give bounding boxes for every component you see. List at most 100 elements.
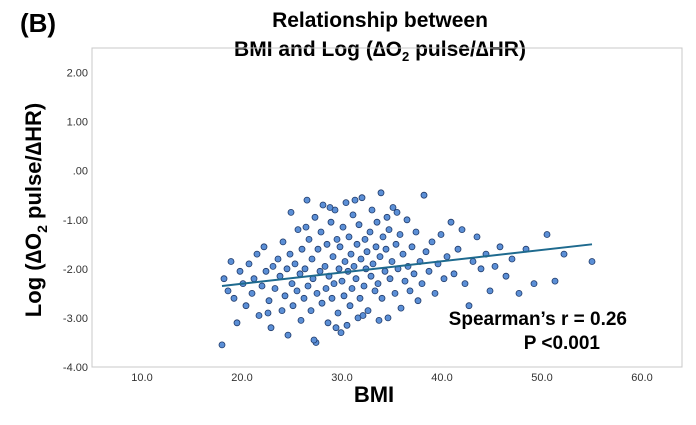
data-point <box>340 292 348 300</box>
chart-title-line2-subscript: 2 <box>402 49 410 64</box>
data-point <box>382 245 390 253</box>
data-point <box>515 289 523 297</box>
data-point <box>469 258 477 265</box>
data-point <box>311 213 319 221</box>
data-point <box>496 243 504 251</box>
data-point <box>300 294 308 302</box>
data-point <box>291 260 299 268</box>
data-point <box>353 240 361 248</box>
data-point <box>297 316 305 324</box>
data-point <box>396 231 404 238</box>
data-point <box>321 262 329 270</box>
data-point <box>399 250 407 258</box>
data-point <box>245 260 253 268</box>
x-tick-label: 20.0 <box>231 372 252 384</box>
data-point <box>330 280 338 288</box>
data-point <box>406 287 414 295</box>
chart-title-line2-suffix: pulse/∆HR) <box>409 38 526 61</box>
data-point <box>543 231 551 238</box>
data-point <box>366 228 374 236</box>
data-point <box>288 280 296 288</box>
data-point <box>352 275 360 283</box>
x-tick-label: 10.0 <box>131 372 152 384</box>
data-point <box>447 218 455 226</box>
data-point <box>377 189 385 197</box>
data-point <box>477 265 485 273</box>
data-point <box>305 235 313 243</box>
data-point <box>230 294 238 302</box>
data-point <box>363 248 371 256</box>
y-tick-label: -3.00 <box>63 313 88 325</box>
data-point <box>271 285 279 292</box>
x-tick-label: 40.0 <box>431 372 452 384</box>
data-point <box>328 294 336 302</box>
data-point <box>255 312 263 319</box>
data-point <box>393 208 401 216</box>
data-point <box>264 309 272 317</box>
data-point <box>383 213 391 221</box>
data-point <box>260 243 268 251</box>
data-point <box>355 221 363 229</box>
data-point <box>350 262 358 270</box>
data-point <box>378 294 386 302</box>
data-point <box>371 287 379 295</box>
data-point <box>376 253 384 261</box>
data-point <box>319 201 327 209</box>
data-point <box>224 287 232 295</box>
y-axis-title-subscript: 2 <box>34 225 50 233</box>
data-point <box>420 191 428 199</box>
data-point <box>334 309 342 317</box>
y-axis-ticks: 2.00 1.00 .00 -1.00 -2.00 -3.00 -4.00 <box>63 68 88 374</box>
x-axis-title: BMI <box>354 382 394 407</box>
data-point <box>361 235 369 243</box>
data-point <box>360 282 368 290</box>
data-point <box>281 292 289 300</box>
y-tick-label: -1.00 <box>63 215 88 227</box>
chart-title-line2-prefix: BMI and Log (∆O <box>234 38 403 61</box>
chart-title: Relationship between BMI and Log (∆O2 pu… <box>90 6 670 66</box>
data-point <box>347 250 355 258</box>
data-point <box>293 287 301 295</box>
data-point <box>440 275 448 283</box>
y-axis-title: Log (∆O2 pulse/∆HR) <box>21 103 50 317</box>
data-point <box>508 255 516 263</box>
data-point <box>303 196 311 204</box>
data-point <box>318 299 326 307</box>
data-point <box>450 270 458 278</box>
data-point <box>233 319 241 327</box>
data-point <box>308 255 316 263</box>
data-point <box>560 250 568 258</box>
data-point <box>369 260 377 268</box>
data-point <box>443 253 451 261</box>
data-point <box>286 250 294 258</box>
data-point <box>502 272 510 280</box>
annotation-spearman: Spearman’s r = 0.26 <box>449 309 627 330</box>
y-tick-label: 1.00 <box>67 117 88 129</box>
data-point <box>372 243 380 251</box>
data-point <box>284 331 292 339</box>
data-point <box>323 240 331 248</box>
data-point <box>316 267 324 275</box>
data-point <box>431 289 439 297</box>
data-point <box>381 267 389 275</box>
annotation-pvalue: P <0.001 <box>524 333 601 354</box>
y-axis-title-suffix: pulse/∆HR) <box>21 103 46 225</box>
data-point <box>227 258 235 265</box>
data-point <box>253 250 261 258</box>
data-point <box>373 218 381 226</box>
data-point <box>348 285 356 292</box>
data-point <box>342 199 350 207</box>
data-point <box>304 282 312 290</box>
data-point <box>262 267 270 275</box>
data-point <box>289 302 297 310</box>
data-point <box>279 238 287 246</box>
y-tick-label: .00 <box>73 166 88 178</box>
data-point <box>386 275 394 283</box>
data-point <box>313 289 321 297</box>
data-point <box>314 245 322 253</box>
data-point <box>454 245 462 253</box>
data-point <box>437 231 445 238</box>
data-point <box>389 204 397 211</box>
data-point <box>338 277 346 285</box>
